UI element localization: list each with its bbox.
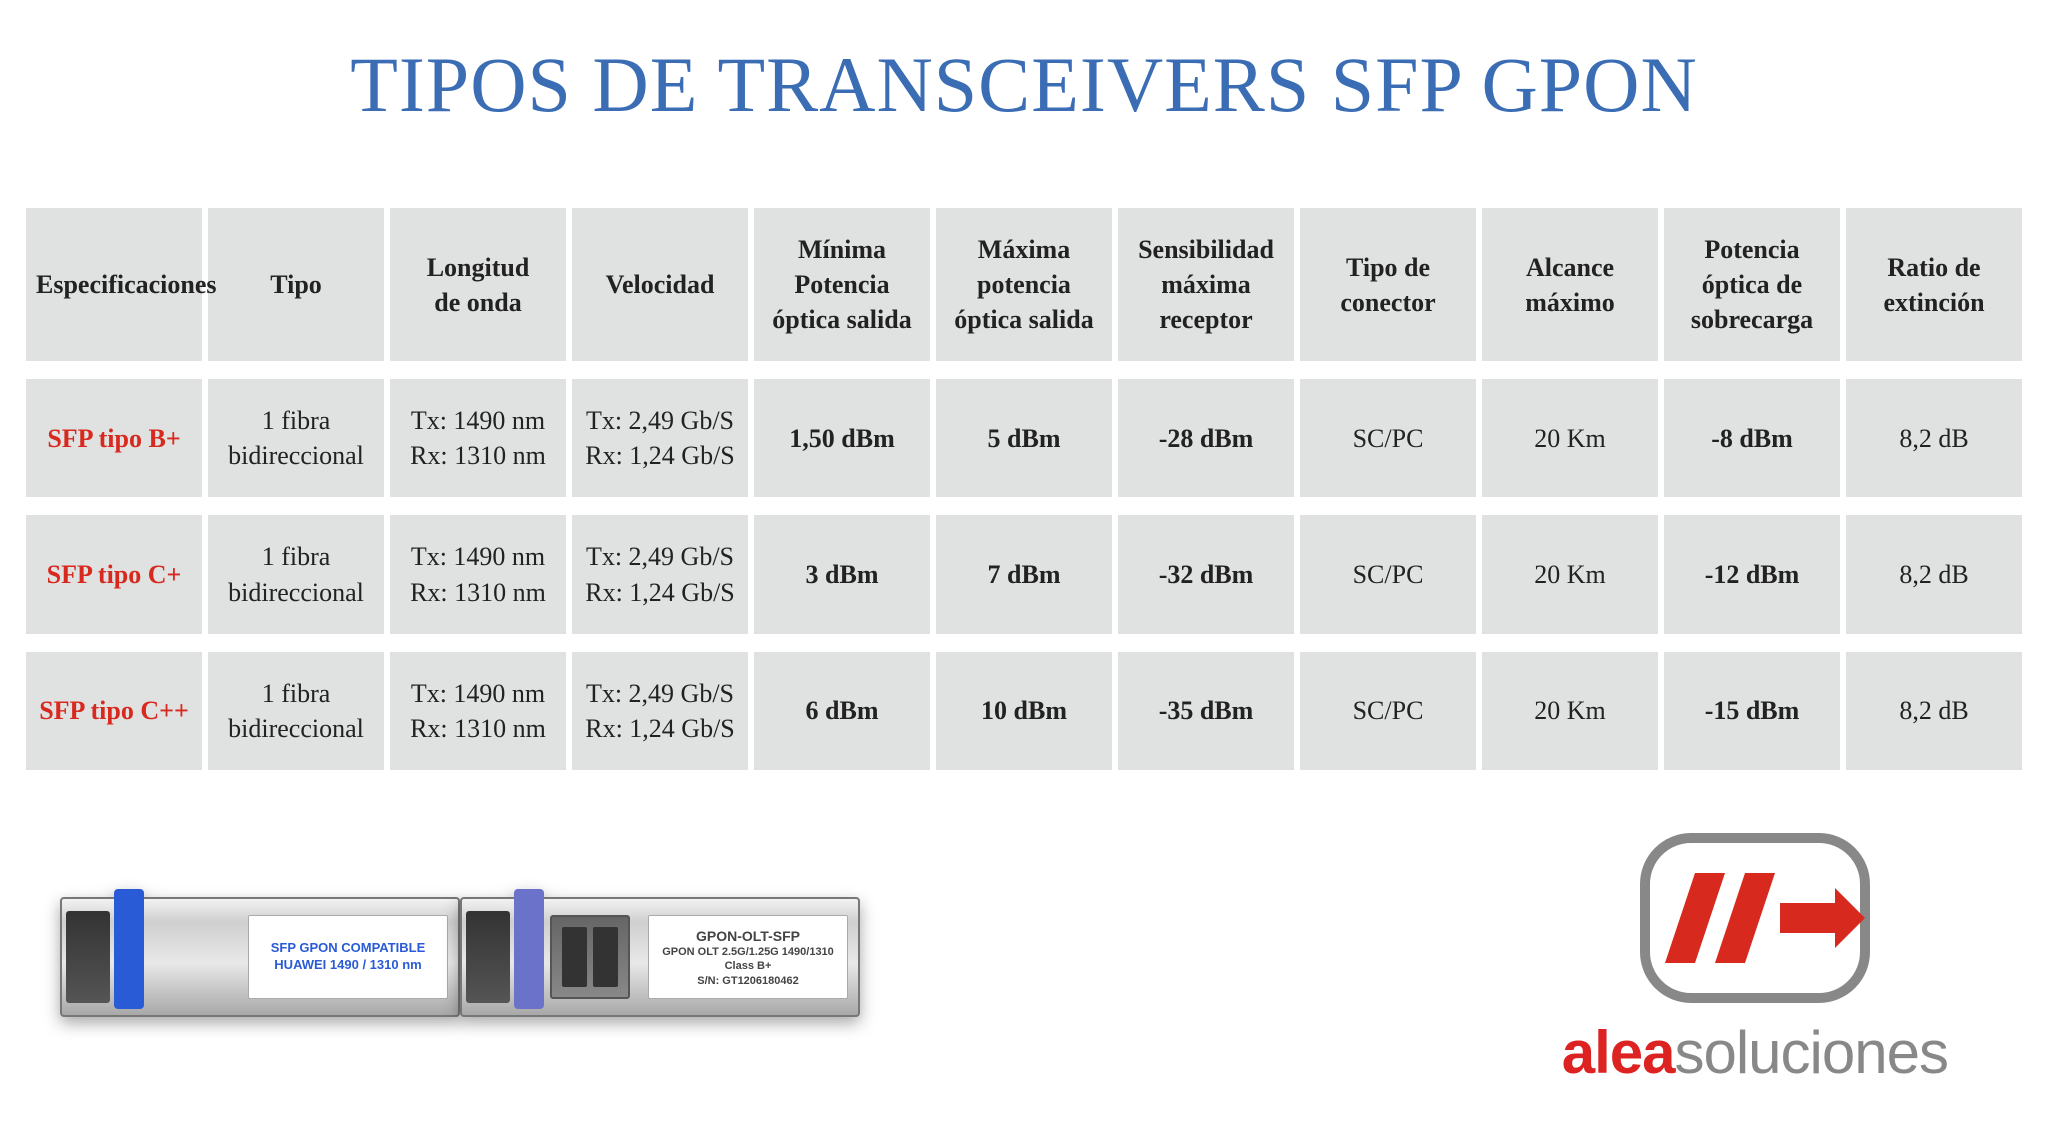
cell: 1 fibra bidireccional <box>208 379 384 497</box>
cell: -8 dBm <box>1664 379 1840 497</box>
sfp-module-2: GPON-OLT-SFP GPON OLT 2.5G/1.25G 1490/13… <box>460 897 860 1017</box>
cell: 1 fibra bidireccional <box>208 515 384 633</box>
module1-line2: HUAWEI 1490 / 1310 nm <box>274 957 421 974</box>
table-row: SFP tipo B+1 fibra bidireccionalTx: 1490… <box>26 379 2022 497</box>
cell: SC/PC <box>1300 515 1476 633</box>
module2-line3: S/N: GT1206180462 <box>697 974 799 988</box>
cell: 1,50 dBm <box>754 379 930 497</box>
col-header-1: Tipo <box>208 208 384 361</box>
cell: 3 dBm <box>754 515 930 633</box>
col-header-8: Alcance máximo <box>1482 208 1658 361</box>
cell: 20 Km <box>1482 652 1658 770</box>
table-header-row: EspecificacionesTipoLongitud de ondaVelo… <box>26 208 2022 361</box>
cell: SC/PC <box>1300 652 1476 770</box>
table-row: SFP tipo C+1 fibra bidireccionalTx: 1490… <box>26 515 2022 633</box>
page-title: TIPOS DE TRANSCEIVERS SFP GPON <box>350 40 1698 130</box>
spec-table: EspecificacionesTipoLongitud de ondaVelo… <box>20 190 2028 788</box>
cell: 20 Km <box>1482 515 1658 633</box>
row-label: SFP tipo B+ <box>26 379 202 497</box>
table-row: SFP tipo C++1 fibra bidireccionalTx: 149… <box>26 652 2022 770</box>
cell: 7 dBm <box>936 515 1112 633</box>
cell: Tx: 2,49 Gb/S Rx: 1,24 Gb/S <box>572 515 748 633</box>
cell: Tx: 2,49 Gb/S Rx: 1,24 Gb/S <box>572 379 748 497</box>
col-header-10: Ratio de extinción <box>1846 208 2022 361</box>
col-header-3: Velocidad <box>572 208 748 361</box>
cell: 8,2 dB <box>1846 652 2022 770</box>
module2-line2: GPON OLT 2.5G/1.25G 1490/1310 Class B+ <box>653 945 843 974</box>
cell: SC/PC <box>1300 379 1476 497</box>
cell: 20 Km <box>1482 379 1658 497</box>
col-header-6: Sensibilidad máxima receptor <box>1118 208 1294 361</box>
cell: -32 dBm <box>1118 515 1294 633</box>
col-header-4: Mínima Potencia óptica salida <box>754 208 930 361</box>
cell: 5 dBm <box>936 379 1112 497</box>
row-label: SFP tipo C+ <box>26 515 202 633</box>
row-label: SFP tipo C++ <box>26 652 202 770</box>
cell: Tx: 1490 nm Rx: 1310 nm <box>390 379 566 497</box>
col-header-9: Potencia óptica de sobrecarga <box>1664 208 1840 361</box>
cell: 10 dBm <box>936 652 1112 770</box>
cell: -28 dBm <box>1118 379 1294 497</box>
col-header-5: Máxima potencia óptica salida <box>936 208 1112 361</box>
cell: -12 dBm <box>1664 515 1840 633</box>
module1-line1: SFP GPON COMPATIBLE <box>271 940 426 957</box>
cell: Tx: 1490 nm Rx: 1310 nm <box>390 515 566 633</box>
module2-line1: GPON-OLT-SFP <box>696 927 800 945</box>
cell: Tx: 2,49 Gb/S Rx: 1,24 Gb/S <box>572 652 748 770</box>
cell: 8,2 dB <box>1846 379 2022 497</box>
col-header-7: Tipo de conector <box>1300 208 1476 361</box>
col-header-2: Longitud de onda <box>390 208 566 361</box>
cell: Tx: 1490 nm Rx: 1310 nm <box>390 652 566 770</box>
cell: -15 dBm <box>1664 652 1840 770</box>
col-header-0: Especificaciones <box>26 208 202 361</box>
company-logo: aleasoluciones <box>1562 828 1948 1087</box>
logo-icon <box>1625 828 1885 1008</box>
cell: 1 fibra bidireccional <box>208 652 384 770</box>
sfp-module-1: SFP GPON COMPATIBLE HUAWEI 1490 / 1310 n… <box>60 897 460 1017</box>
cell: 6 dBm <box>754 652 930 770</box>
cell: 8,2 dB <box>1846 515 2022 633</box>
cell: -35 dBm <box>1118 652 1294 770</box>
